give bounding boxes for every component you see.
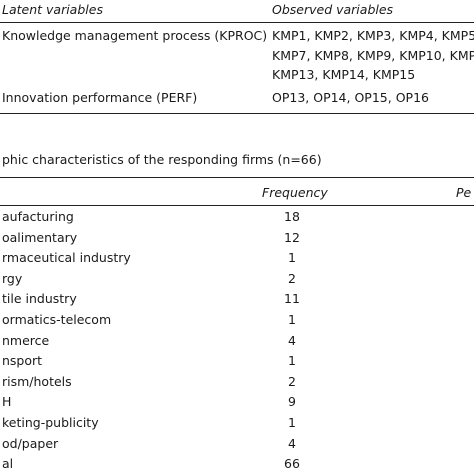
frequency: 12 [284, 229, 300, 245]
row-label: H [2, 394, 12, 410]
frequency: 2 [288, 373, 296, 389]
row-label: aufacturing [2, 209, 74, 224]
row-label: keting-publicity [2, 415, 99, 430]
rule [0, 177, 474, 178]
row-label: rmaceutical industry [2, 250, 131, 266]
column-header: Frequency [262, 185, 328, 200]
row-label: nsport [2, 353, 43, 369]
latent-variable: Innovation performance (PERF) [2, 90, 198, 105]
observed-variables: KMP7, KMP8, KMP9, KMP10, KMP1 [272, 47, 474, 63]
rule [0, 205, 474, 206]
frequency: 66 [284, 456, 300, 472]
frequency: 1 [288, 415, 296, 430]
rule [0, 113, 474, 114]
table-caption: phic characteristics of the responding f… [2, 152, 322, 167]
observed-variables: KMP1, KMP2, KMP3, KMP4, KMP5, [272, 28, 474, 43]
frequency: 4 [288, 332, 296, 348]
row-label: nmerce [2, 332, 50, 348]
latent-variable: Knowledge management process (KPROC) [2, 28, 268, 43]
row-label: rgy [2, 270, 23, 286]
row-label: tile industry [2, 291, 77, 307]
frequency: 1 [288, 250, 296, 266]
row-label: al [2, 456, 14, 472]
frequency: 11 [284, 291, 300, 307]
column-header: Observed variables [272, 2, 394, 17]
rule [0, 22, 474, 23]
row-label: rism/hotels [2, 373, 72, 389]
row-label: od/paper [2, 435, 59, 451]
row-label: ormatics-telecom [2, 312, 112, 327]
column-header: Pe [456, 185, 472, 200]
frequency: 2 [288, 270, 296, 286]
frequency: 18 [284, 209, 300, 224]
frequency: 9 [288, 394, 296, 410]
frequency: 4 [288, 435, 296, 451]
observed-variables: OP13, OP14, OP15, OP16 [272, 90, 429, 105]
frequency: 1 [288, 312, 296, 327]
frequency: 1 [288, 353, 296, 369]
column-header: Latent variables [2, 2, 103, 17]
observed-variables: KMP13, KMP14, KMP15 [272, 67, 416, 82]
row-label: oalimentary [2, 229, 78, 245]
